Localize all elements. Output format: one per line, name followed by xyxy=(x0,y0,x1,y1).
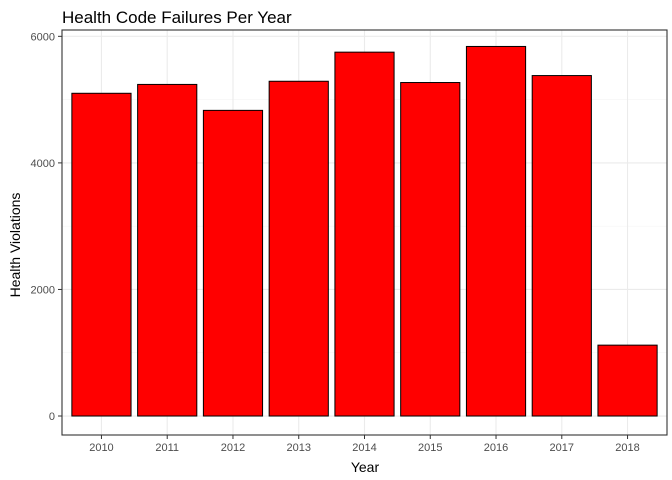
bar-2017 xyxy=(531,75,592,417)
x-tick-label: 2011 xyxy=(155,442,179,454)
chart-title: Health Code Failures Per Year xyxy=(62,8,292,27)
y-tick-label: 0 xyxy=(49,411,55,423)
x-tick-label: 2010 xyxy=(89,442,113,454)
bar-2012 xyxy=(202,109,264,417)
x-tick-label: 2016 xyxy=(484,442,508,454)
x-tick-label: 2017 xyxy=(550,442,574,454)
bar-2016 xyxy=(465,45,527,417)
x-tick-label: 2013 xyxy=(286,442,310,454)
panel-border xyxy=(61,29,668,436)
bar-2013 xyxy=(268,80,329,417)
bar-2015 xyxy=(400,82,461,417)
x-tick-label: 2012 xyxy=(221,442,245,454)
y-tick-label: 6000 xyxy=(31,31,55,43)
y-tick-label: 4000 xyxy=(31,158,55,170)
ticks-layer: 0 2000 4000 6000 2010 2011 2012 2013 2014 2015 201… xyxy=(31,31,640,454)
y-tick-label: 2000 xyxy=(31,284,55,296)
bar-2011 xyxy=(137,83,198,417)
x-tick-label: 2015 xyxy=(418,442,442,454)
x-tick-label: 2018 xyxy=(615,442,639,454)
x-tick-label: 2014 xyxy=(352,442,376,454)
bar-2018 xyxy=(597,344,658,417)
bars-layer xyxy=(71,45,658,417)
bar-2014 xyxy=(334,51,395,417)
bar-2010 xyxy=(71,92,132,417)
x-axis-title: Year xyxy=(351,459,380,475)
y-axis-title: Health Violations xyxy=(7,193,23,298)
